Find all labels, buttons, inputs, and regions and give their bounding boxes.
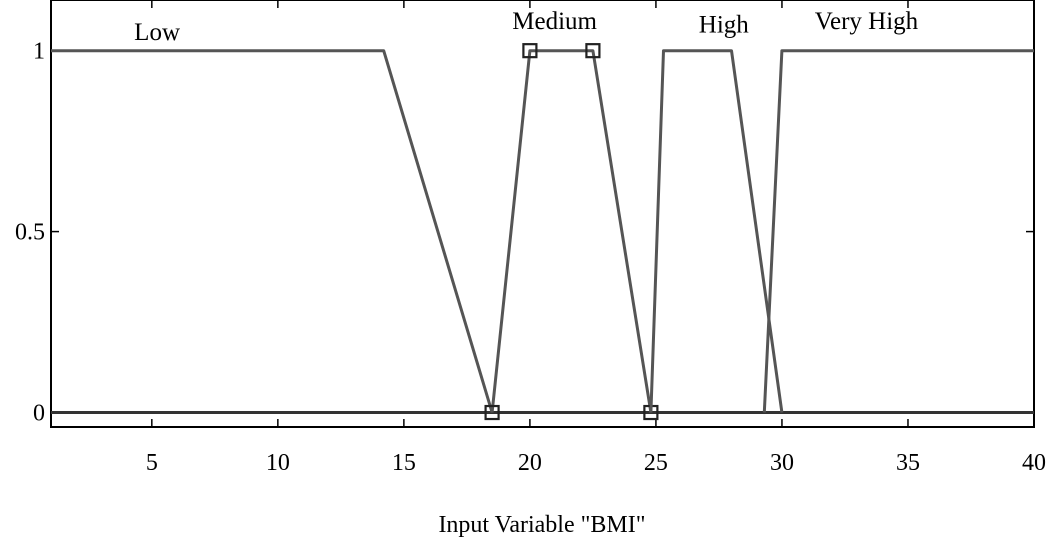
series-label-high: High <box>699 12 750 39</box>
series-line-low <box>51 49 494 413</box>
series-point-medium <box>585 43 601 59</box>
y-tick-label: 1 <box>33 39 45 65</box>
y-tick-label: 0 <box>33 401 45 427</box>
x-tick-label: 10 <box>266 450 290 476</box>
chart-marks <box>51 0 1035 427</box>
x-tick-label: 5 <box>146 450 158 476</box>
series-label-very-high: Very High <box>815 8 919 35</box>
series-label-medium: Medium <box>512 8 597 35</box>
series-line-high <box>649 49 784 413</box>
x-tick-label: 20 <box>518 450 542 476</box>
x-tick-label: 30 <box>770 450 794 476</box>
chart-labels: 5 10 15 20 25 30 35 40 0 0.5 1 Low Medium High Very Hi… <box>15 8 1046 476</box>
series-line-medium <box>490 49 653 413</box>
plot-frame <box>50 0 1035 428</box>
series-line-very-high <box>762 49 1034 413</box>
series-point-medium <box>484 404 500 421</box>
x-axis-title: Input Variable "BMI" <box>438 512 645 538</box>
x-tick-label: 25 <box>644 450 668 476</box>
series-label-low: Low <box>134 19 180 46</box>
x-tick-label: 40 <box>1022 450 1046 476</box>
x-tick-label: 15 <box>392 450 416 476</box>
series-point-medium <box>522 43 538 59</box>
x-tick-label: 35 <box>896 450 920 476</box>
y-tick-label: 0.5 <box>15 220 45 246</box>
